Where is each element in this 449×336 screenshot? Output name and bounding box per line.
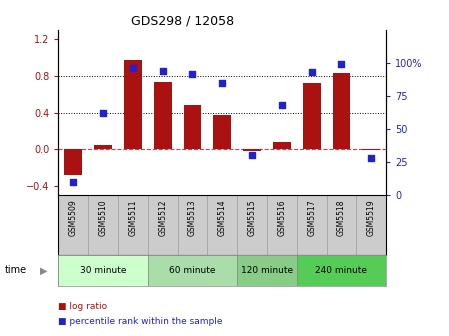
- Text: ■ log ratio: ■ log ratio: [58, 302, 107, 311]
- Bar: [237, 255, 297, 286]
- Bar: [273, 142, 291, 149]
- Text: time: time: [4, 265, 26, 276]
- Point: [368, 155, 375, 161]
- Bar: [148, 255, 237, 286]
- Text: ■ percentile rank within the sample: ■ percentile rank within the sample: [58, 317, 223, 326]
- Bar: [184, 105, 202, 149]
- Text: 120 minute: 120 minute: [241, 266, 293, 275]
- Text: 60 minute: 60 minute: [169, 266, 216, 275]
- Bar: [303, 83, 321, 149]
- Title: GDS298 / 12058: GDS298 / 12058: [132, 15, 234, 28]
- Text: GSM5511: GSM5511: [128, 200, 137, 236]
- Bar: [64, 149, 82, 175]
- Point: [219, 80, 226, 86]
- Point: [70, 179, 77, 184]
- Bar: [58, 255, 148, 286]
- Bar: [333, 73, 350, 149]
- Point: [278, 102, 286, 108]
- Bar: [94, 145, 112, 149]
- Text: GSM5517: GSM5517: [307, 200, 316, 236]
- Text: GSM5509: GSM5509: [69, 200, 78, 237]
- Text: GSM5513: GSM5513: [188, 200, 197, 236]
- Text: 240 minute: 240 minute: [316, 266, 367, 275]
- Bar: [154, 82, 172, 149]
- Bar: [362, 149, 380, 150]
- Point: [248, 153, 255, 158]
- Point: [338, 62, 345, 67]
- Point: [100, 111, 107, 116]
- Text: GSM5519: GSM5519: [367, 200, 376, 236]
- Text: GSM5518: GSM5518: [337, 200, 346, 236]
- Text: 30 minute: 30 minute: [80, 266, 126, 275]
- Point: [308, 70, 315, 75]
- Text: ▶: ▶: [40, 265, 48, 276]
- Bar: [213, 115, 231, 149]
- Text: GSM5515: GSM5515: [247, 200, 256, 236]
- Text: GSM5514: GSM5514: [218, 200, 227, 236]
- Point: [129, 66, 136, 71]
- Point: [159, 69, 166, 74]
- Text: GSM5512: GSM5512: [158, 200, 167, 236]
- Point: [189, 71, 196, 76]
- Bar: [297, 255, 386, 286]
- Bar: [243, 149, 261, 151]
- Text: GSM5516: GSM5516: [277, 200, 286, 236]
- Bar: [124, 60, 142, 149]
- Text: GSM5510: GSM5510: [99, 200, 108, 236]
